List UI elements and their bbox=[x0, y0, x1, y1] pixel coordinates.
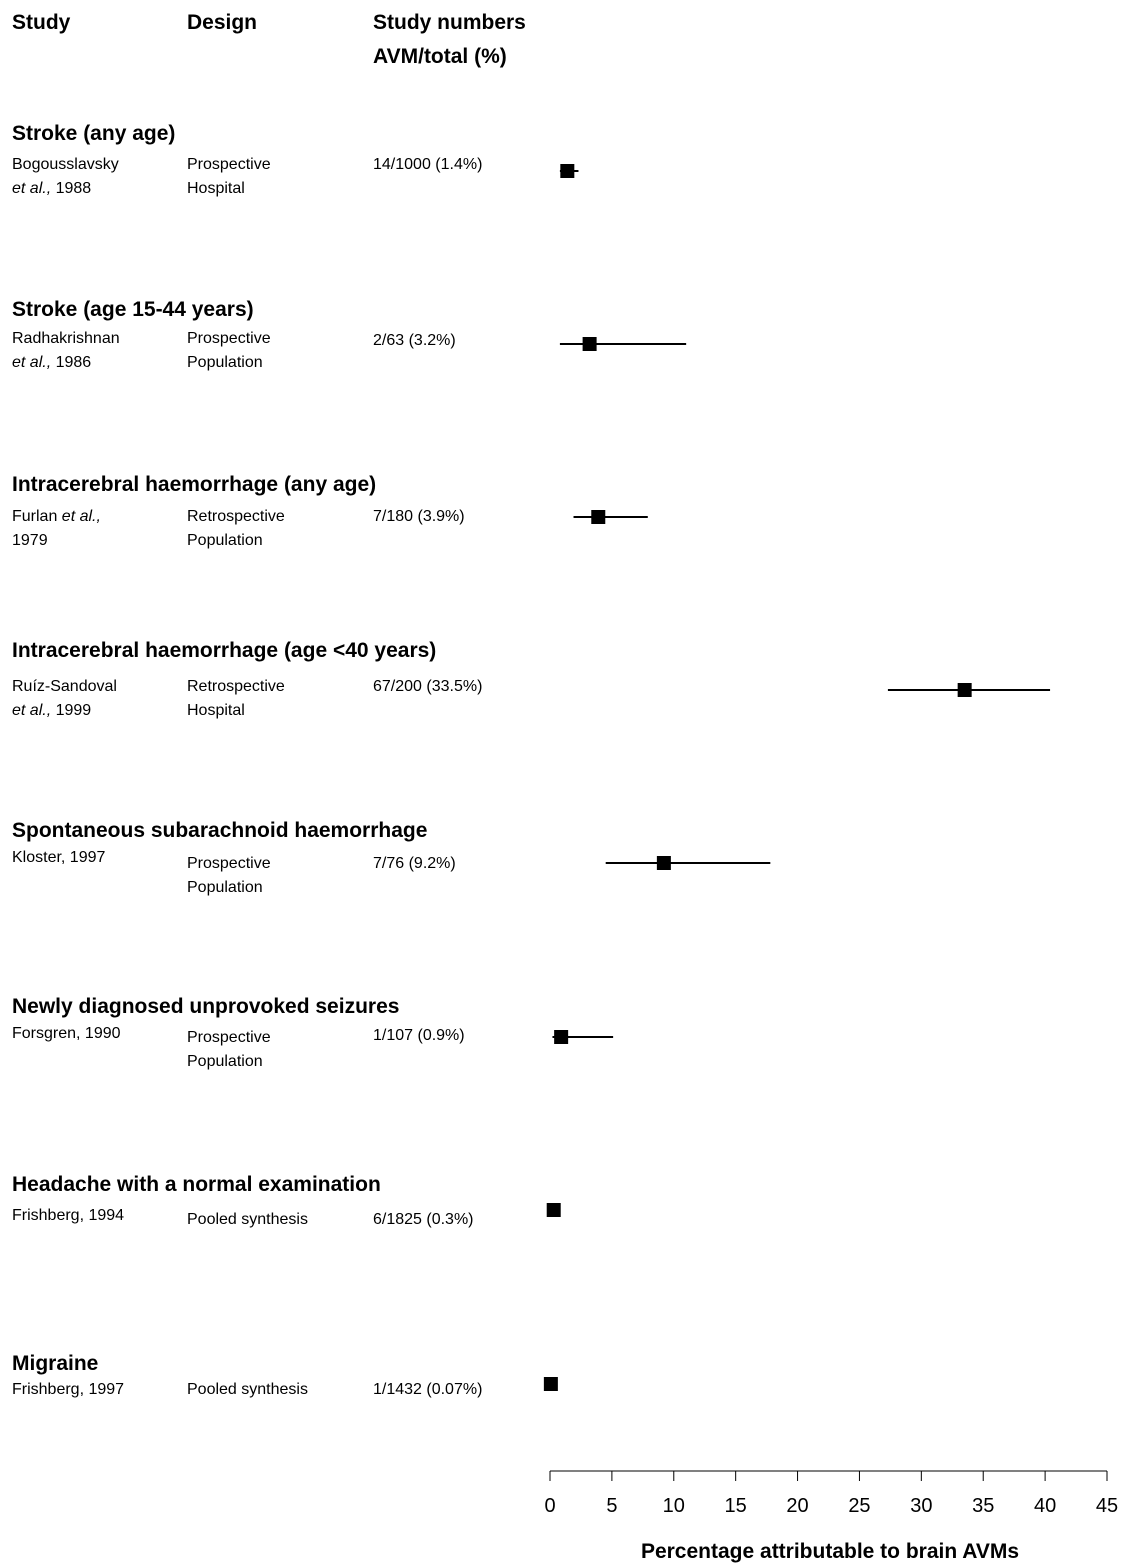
x-tick-label: 15 bbox=[725, 1495, 747, 1517]
header-numbers-line1: Study numbers bbox=[373, 11, 526, 34]
x-tick-label: 40 bbox=[1034, 1495, 1056, 1517]
group-title: Migraine bbox=[12, 1352, 99, 1375]
study-name: Furlan et al., 1979 bbox=[12, 508, 101, 549]
point-estimate bbox=[546, 1203, 561, 1217]
study-numbers: 14/1000 (1.4%) bbox=[373, 156, 483, 173]
point-estimate bbox=[560, 164, 575, 178]
study-row: Furlan et al., 1979 Retrospective Popula… bbox=[0, 505, 560, 565]
study-name: Forsgren, 1990 bbox=[12, 1025, 121, 1042]
x-tick-label: 30 bbox=[910, 1495, 932, 1517]
header-design: Design bbox=[187, 11, 258, 34]
study-design: Pooled synthesis bbox=[187, 1381, 308, 1398]
study-row: Frishberg, 1994 Pooled synthesis 6/1825 … bbox=[0, 1204, 560, 1264]
study-design: Pooled synthesis bbox=[187, 1211, 308, 1228]
group-title: Stroke (age 15-44 years) bbox=[12, 298, 254, 321]
study-design: Prospective Hospital bbox=[187, 156, 271, 197]
study-numbers: 2/63 (3.2%) bbox=[373, 332, 456, 349]
point-estimate bbox=[957, 683, 972, 697]
study-design: Prospective Population bbox=[187, 855, 271, 896]
study-name: Bogousslavsky et al., 1988 bbox=[12, 156, 119, 197]
study-row: Forsgren, 1990 Prospective Population 1/… bbox=[0, 1024, 560, 1084]
header-study: Study bbox=[12, 11, 71, 34]
study-design: Prospective Population bbox=[187, 330, 271, 371]
x-tick-label: 20 bbox=[786, 1495, 808, 1517]
study-name: Frishberg, 1997 bbox=[12, 1381, 125, 1398]
study-design: Prospective Population bbox=[187, 1029, 271, 1070]
study-row: Radhakrishnan et al., 1986 Prospective P… bbox=[0, 327, 560, 387]
study-numbers: 6/1825 (0.3%) bbox=[373, 1211, 474, 1228]
study-row: Frishberg, 1997 Pooled synthesis 1/1432 … bbox=[0, 1378, 560, 1438]
header-numbers-line2: AVM/total (%) bbox=[373, 45, 507, 68]
group-title: Stroke (any age) bbox=[12, 122, 176, 145]
x-tick-label: 5 bbox=[606, 1495, 617, 1517]
x-tick-label: 10 bbox=[663, 1495, 685, 1517]
point-estimate bbox=[582, 337, 597, 351]
x-tick-label: 45 bbox=[1096, 1495, 1118, 1517]
group-title: Headache with a normal examination bbox=[12, 1173, 381, 1196]
study-row: Bogousslavsky et al., 1988 Prospective H… bbox=[0, 153, 560, 213]
x-tick-label: 35 bbox=[972, 1495, 994, 1517]
study-name: Frishberg, 1994 bbox=[12, 1207, 125, 1224]
study-name: Ruíz-Sandoval et al., 1999 bbox=[12, 678, 117, 719]
point-estimate bbox=[543, 1377, 558, 1391]
x-tick-label: 0 bbox=[544, 1495, 555, 1517]
point-estimate bbox=[656, 856, 671, 870]
study-numbers: 67/200 (33.5%) bbox=[373, 678, 483, 695]
study-name: Kloster, 1997 bbox=[12, 849, 106, 866]
study-design: Retrospective Hospital bbox=[187, 678, 285, 719]
group-title: Intracerebral haemorrhage (age <40 years… bbox=[12, 639, 437, 662]
study-row: Kloster, 1997 Prospective Population 7/7… bbox=[0, 848, 560, 908]
group-title: Newly diagnosed unprovoked seizures bbox=[12, 995, 400, 1018]
group-title: Intracerebral haemorrhage (any age) bbox=[12, 473, 377, 496]
x-axis-title: Percentage attributable to brain AVMs bbox=[640, 1540, 1020, 1563]
point-estimate bbox=[554, 1030, 569, 1044]
group-title: Spontaneous subarachnoid haemorrhage bbox=[12, 819, 428, 842]
study-numbers: 1/107 (0.9%) bbox=[373, 1027, 465, 1044]
study-numbers: 7/76 (9.2%) bbox=[373, 855, 456, 872]
point-estimate bbox=[591, 510, 606, 524]
study-row: Ruíz-Sandoval et al., 1999 Retrospective… bbox=[0, 675, 560, 735]
x-tick-label: 25 bbox=[848, 1495, 870, 1517]
study-name: Radhakrishnan et al., 1986 bbox=[12, 330, 120, 371]
study-numbers: 1/1432 (0.07%) bbox=[373, 1381, 483, 1398]
study-design: Retrospective Population bbox=[187, 508, 285, 549]
study-numbers: 7/180 (3.9%) bbox=[373, 508, 465, 525]
